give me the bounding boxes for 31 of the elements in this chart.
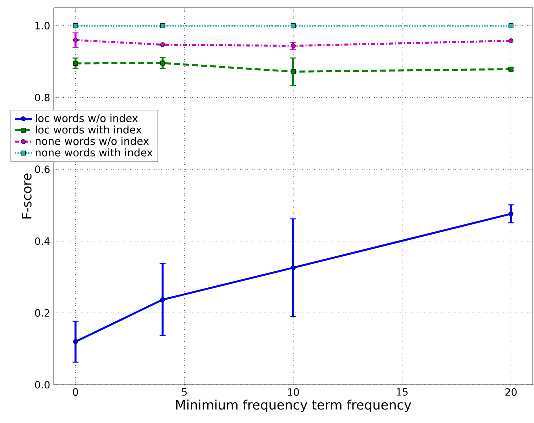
point [508,24,514,28]
point [508,38,514,44]
y-tick-label: 0.8 [35,94,50,102]
legend-label: none words w/o index [36,137,150,146]
point [160,42,166,48]
point [73,61,78,66]
point [73,339,78,344]
point [508,212,514,217]
y-tick-label: 0.0 [35,381,50,389]
y-tick-label: 0.6 [35,166,50,174]
x-tick-label: 10 [288,388,300,396]
legend-label: none words with index [36,148,153,157]
y-tick-label: 0.4 [35,238,50,246]
point [160,297,166,302]
point [73,38,78,43]
point [291,266,296,270]
y-tick-label: 0.2 [35,309,50,317]
x-tick-label: 5 [182,388,187,396]
legend-label: loc words w/o index [36,114,138,124]
point [291,24,296,28]
x-tick-label: 15 [397,388,408,396]
point [160,60,166,66]
point [291,69,296,74]
y-tick-label: 1.0 [36,22,50,30]
point [73,24,78,28]
legend-label: loc words with index [36,126,142,134]
point [160,24,166,28]
x-tick-label: 0 [73,388,78,396]
y-axis-title: F-score [22,174,32,219]
x-axis-title: Minimium frequency term frequency [176,400,412,412]
x-tick-label: 20 [506,388,517,396]
